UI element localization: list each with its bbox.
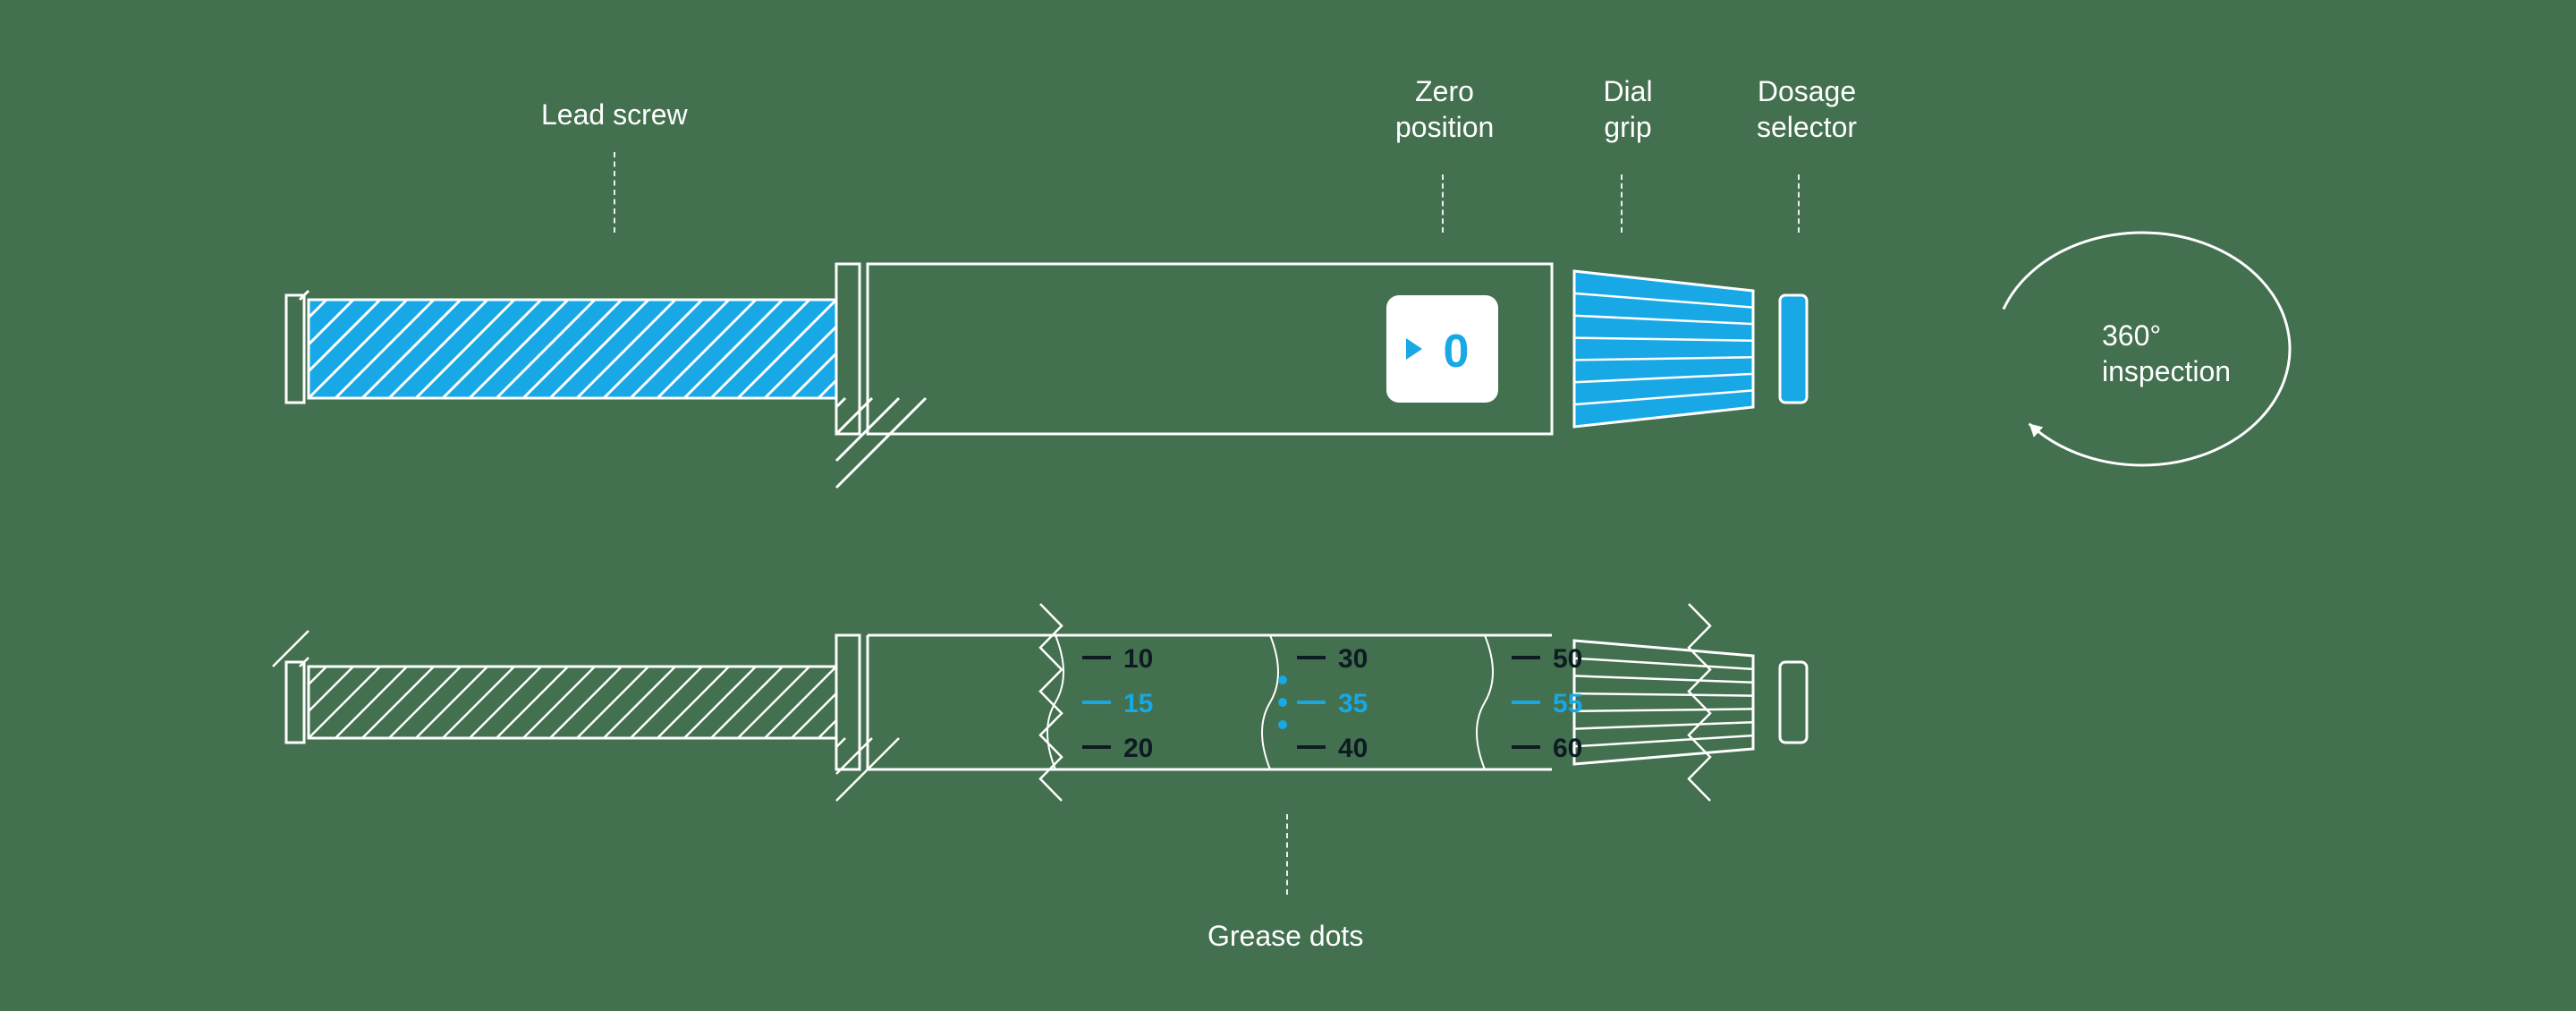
scale-tick-35: 35 bbox=[1338, 689, 1368, 718]
scale-tick-10: 10 bbox=[1123, 644, 1153, 674]
svg-text:0: 0 bbox=[1444, 326, 1470, 378]
scale-tick-20: 20 bbox=[1123, 734, 1153, 763]
scale-tick-40: 40 bbox=[1338, 734, 1368, 763]
scale-tick-15: 15 bbox=[1123, 689, 1153, 718]
scale-tick-30: 30 bbox=[1338, 644, 1368, 674]
scale-tick-55: 55 bbox=[1553, 689, 1582, 718]
scale-tick-50: 50 bbox=[1553, 644, 1582, 674]
scale-tick-60: 60 bbox=[1553, 734, 1582, 763]
pen-diagram: 0 10 15 20 30 35 40 50 55 60 bbox=[0, 0, 2576, 1011]
